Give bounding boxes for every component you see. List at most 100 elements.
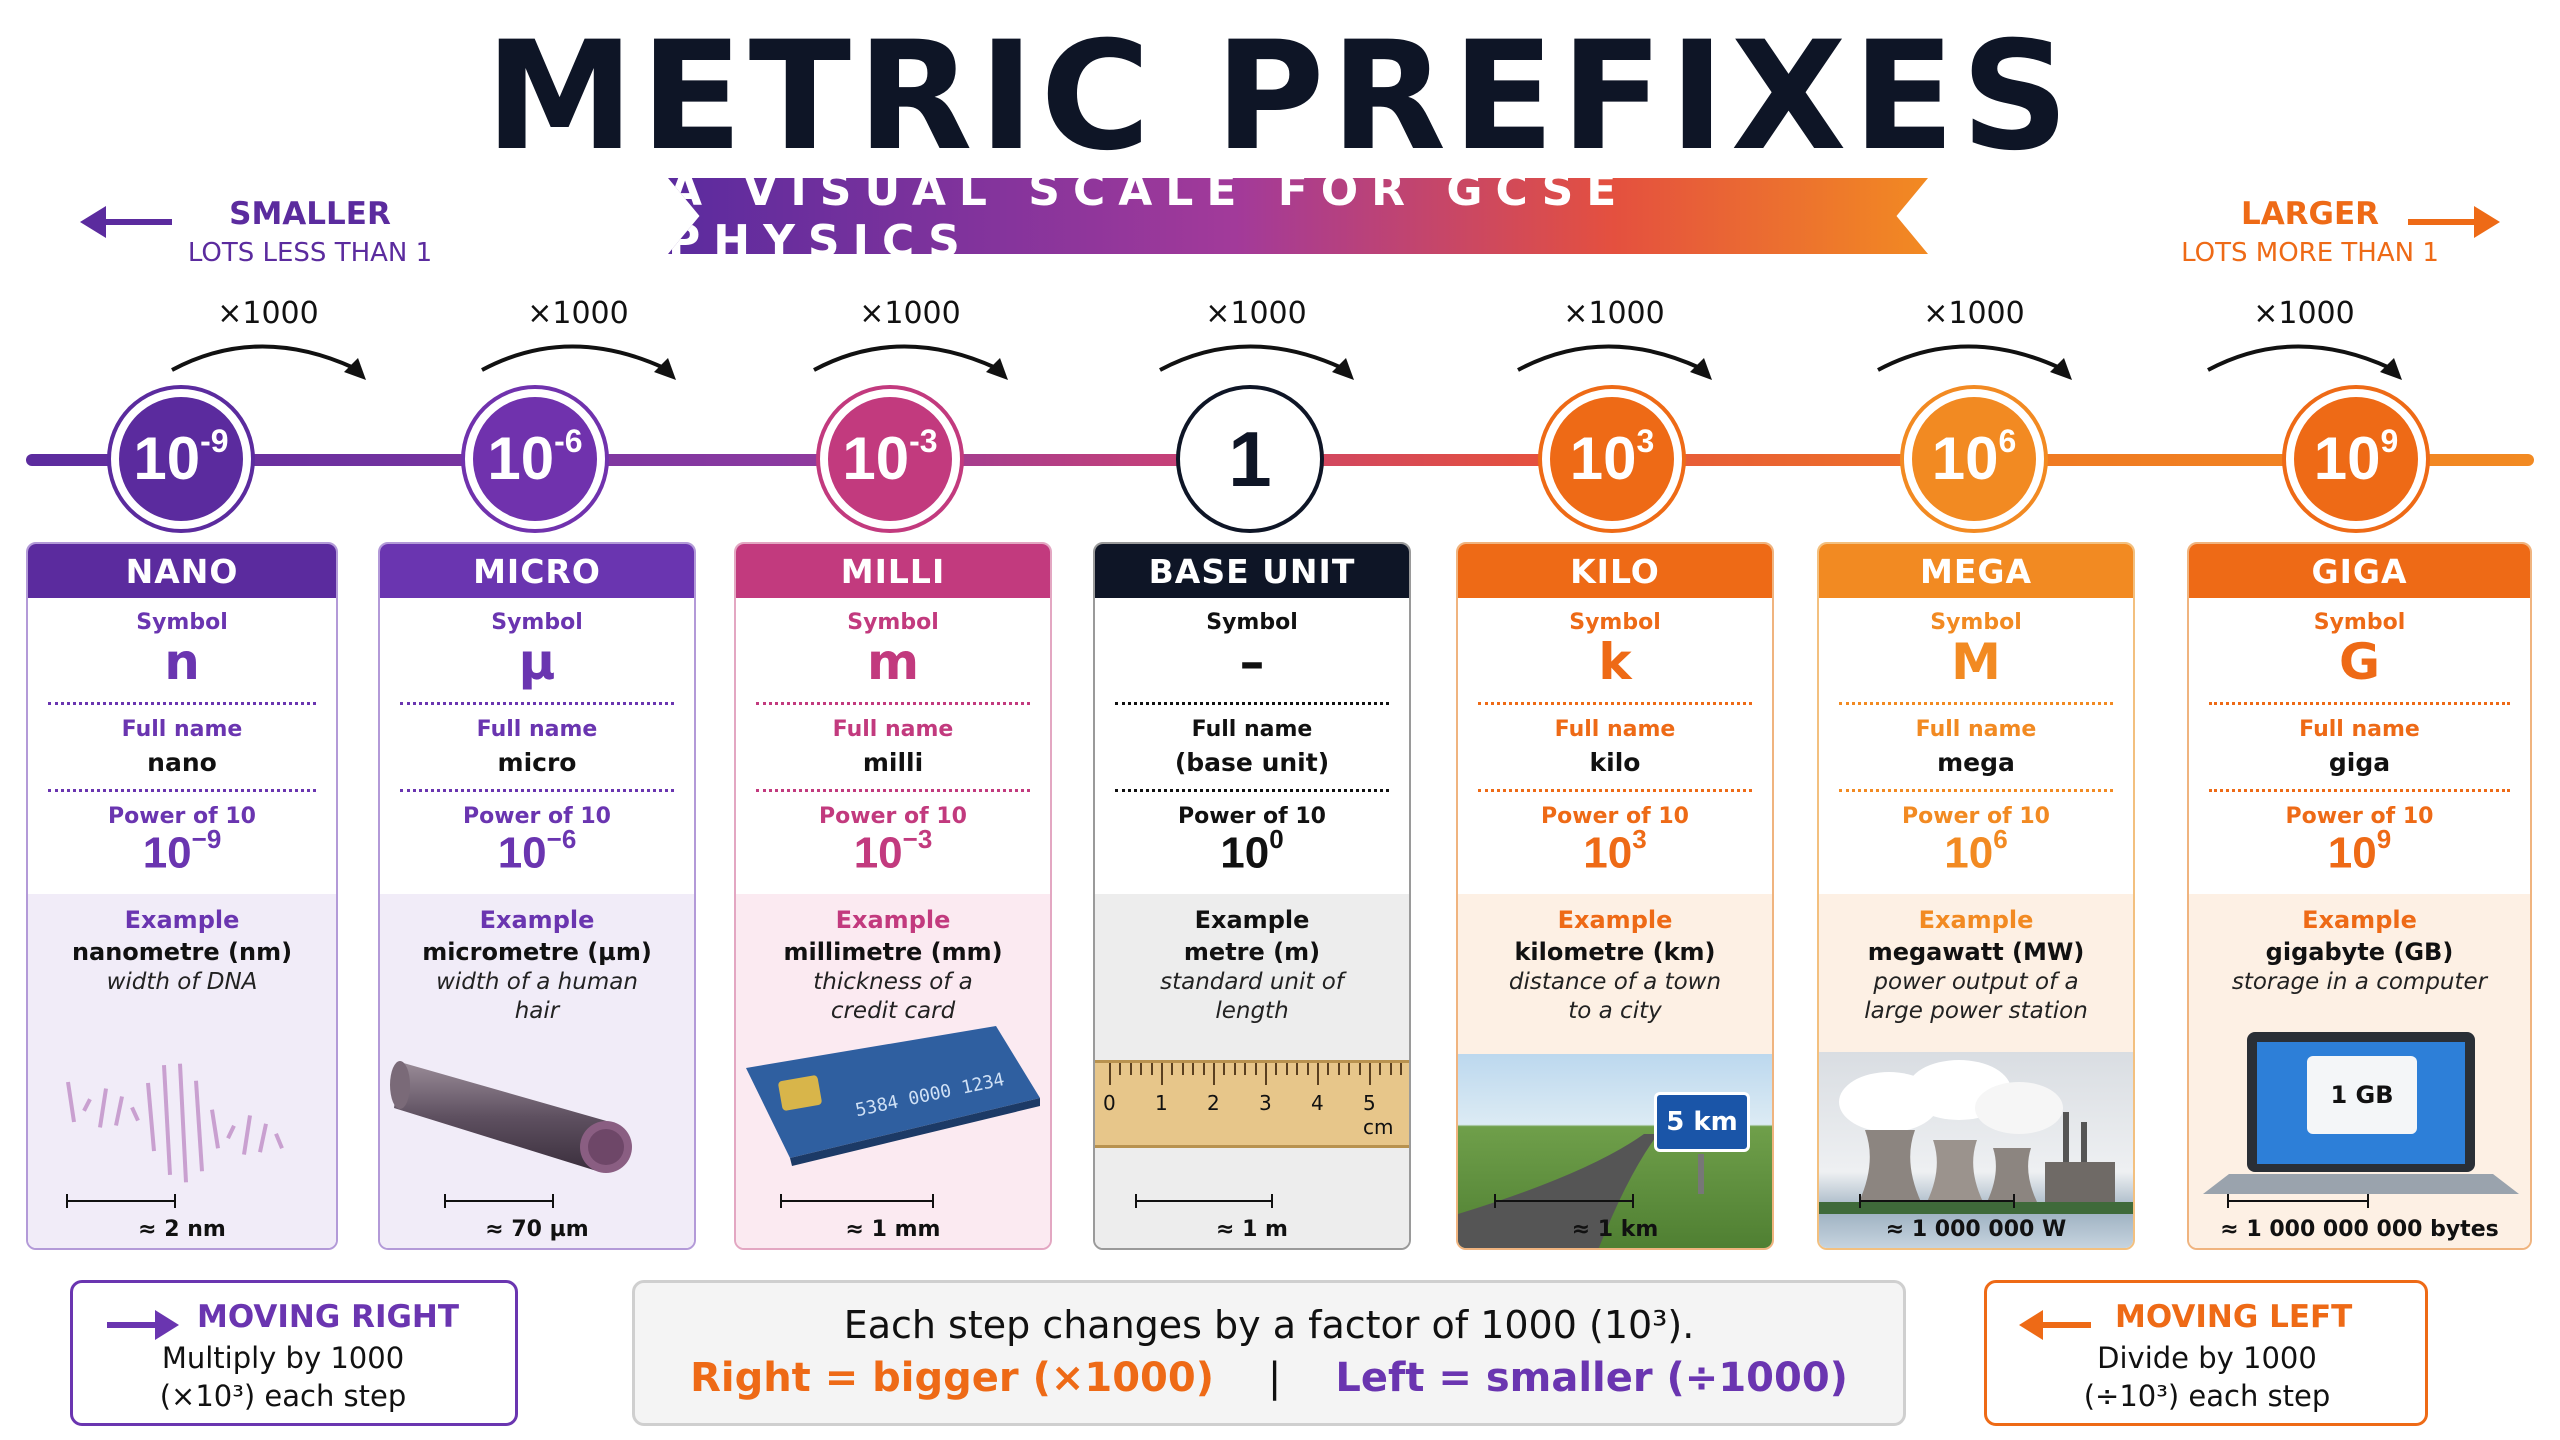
- ruler-tick: [1265, 1063, 1267, 1085]
- ruler-tick: [1254, 1063, 1257, 1075]
- example-panel: Example metre (m) standard unit of length 0…: [1095, 894, 1409, 1248]
- ruler-tick-label: 5 cm: [1363, 1091, 1394, 1139]
- power-value: 109: [2189, 825, 2530, 878]
- card-header: MICRO: [380, 544, 694, 598]
- power-label: Power of 10: [463, 804, 611, 829]
- node-exponent: 6: [1998, 423, 2017, 459]
- scale-node-giga: 109: [2286, 389, 2426, 529]
- example-name: gigabyte (GB): [2265, 938, 2454, 966]
- symbol-value: G: [2338, 633, 2381, 691]
- example-panel: Example nanometre (nm) width of DNA ≈ 2 nm: [28, 894, 336, 1248]
- example-picture: [1819, 1052, 2133, 1248]
- folder-label: 1 GB: [2330, 1081, 2394, 1109]
- smaller-sub: LOTS LESS THAN 1: [187, 238, 433, 268]
- power-base: 10: [1583, 828, 1633, 878]
- ruler-tick: [1317, 1063, 1319, 1085]
- prefix-card-giga: GIGA Symbol G Full name giga Power of 10 109 Ex…: [2187, 542, 2532, 1250]
- road-icon: [1458, 1134, 1658, 1248]
- ruler-tick-label: 1: [1155, 1091, 1168, 1115]
- example-panel: Example micrometre (µm) width of a human h…: [380, 894, 694, 1248]
- example-panel: Example millimetre (mm) thickness of a cre…: [736, 894, 1050, 1248]
- ruler-tick-label: 0: [1103, 1091, 1116, 1115]
- ruler-tick-label: 2: [1207, 1091, 1220, 1115]
- example-picture: [380, 1022, 694, 1196]
- node-exponent: 3: [1636, 423, 1655, 459]
- card-header: GIGA: [2189, 544, 2530, 598]
- divider: [1478, 789, 1752, 792]
- divider: [48, 789, 316, 792]
- larger-label: LARGER LOTS MORE THAN 1: [2150, 196, 2470, 268]
- example-label: Example: [1918, 906, 2034, 934]
- ruler-tick: [1337, 1063, 1340, 1075]
- subtitle-ribbon: A VISUAL SCALE FOR GCSE PHYSICS: [668, 178, 1928, 254]
- node-label: 106: [1932, 425, 2017, 489]
- road-scene: 5 km: [1458, 1054, 1772, 1248]
- full-name-value: mega: [1937, 748, 2015, 777]
- ruler-tick: [1161, 1063, 1163, 1085]
- scale-node-base-unit: 1: [1180, 389, 1320, 529]
- curved-arrow-icon: [1517, 344, 1712, 380]
- divider: [756, 702, 1030, 705]
- example-label: Example: [124, 906, 240, 934]
- example-name: metre (m): [1183, 938, 1321, 966]
- scale-bar: [2227, 1194, 2369, 1208]
- ruler-tick: [1369, 1063, 1371, 1085]
- example-label: Example: [1557, 906, 1673, 934]
- node-base: 10: [487, 425, 555, 492]
- summary-box: Each step changes by a factor of 1000 (1…: [632, 1280, 1906, 1426]
- smaller-label: SMALLER LOTS LESS THAN 1: [160, 196, 460, 268]
- symbol-value: µ: [518, 633, 556, 691]
- scale-node-micro: 10-6: [465, 389, 605, 529]
- example-name: megawatt (MW): [1867, 938, 2085, 966]
- power-label: Power of 10: [1902, 804, 2050, 829]
- scale-value: ≈ 1 mm: [845, 1217, 941, 1242]
- scale-node-mega: 106: [1904, 389, 2044, 529]
- summary-line1: Each step changes by a factor of 1000 (1…: [843, 1303, 1695, 1347]
- ruler-tick: [1233, 1063, 1236, 1075]
- divider: [400, 789, 674, 792]
- moving-right-box: MOVING RIGHT Multiply by 1000 (×10³) eac…: [70, 1280, 518, 1426]
- sign-post: [1698, 1154, 1704, 1194]
- divider: [756, 789, 1030, 792]
- example-name: micrometre (µm): [422, 938, 652, 966]
- arrow-left-icon: [2019, 1310, 2091, 1340]
- divider: [48, 702, 316, 705]
- full-name-value: micro: [497, 748, 577, 777]
- scale-bar: [444, 1194, 554, 1208]
- power-exponent: −6: [546, 824, 577, 854]
- moving-right-heading: MOVING RIGHT: [197, 1299, 460, 1335]
- example-description: storage in a computer: [2231, 969, 2488, 995]
- scale-node-milli: 10-3: [820, 389, 960, 529]
- power-value: 10−3: [736, 825, 1050, 878]
- curved-arrow-icon: [2207, 344, 2402, 380]
- example-label: Example: [1194, 906, 1310, 934]
- node-label: 109: [2314, 425, 2399, 489]
- multiply-step: ×1000: [1864, 296, 2084, 380]
- step-label: ×1000: [2253, 296, 2355, 331]
- node-base: 10: [2313, 425, 2381, 492]
- ruler-tick: [1202, 1063, 1205, 1075]
- full-name-value: nano: [147, 748, 217, 777]
- ruler-tick: [1348, 1063, 1351, 1075]
- full-name-label: Full name: [832, 717, 954, 742]
- scale-node-kilo: 103: [1542, 389, 1682, 529]
- scale-bar: [1494, 1194, 1634, 1208]
- divider: [1115, 702, 1389, 705]
- card-header: MEGA: [1819, 544, 2133, 598]
- moving-left-line2: (÷10³) each step: [2083, 1379, 2331, 1413]
- multiply-step: ×1000: [468, 296, 688, 380]
- ruler-tick: [1285, 1063, 1288, 1075]
- power-label: Power of 10: [1541, 804, 1689, 829]
- moving-right-line1: Multiply by 1000: [161, 1341, 405, 1375]
- divider: [400, 702, 674, 705]
- scale-bar: [66, 1194, 176, 1208]
- scale-value: ≈ 1 000 000 W: [1885, 1217, 2067, 1242]
- power-value: 10−9: [28, 825, 336, 878]
- arrow-left-icon: [80, 206, 172, 238]
- node-label: 10-9: [133, 425, 228, 489]
- ruler-tick: [1150, 1063, 1153, 1075]
- ruler-tick-label: 4: [1311, 1091, 1324, 1115]
- example-name: millimetre (mm): [783, 938, 1003, 966]
- power-base: 10: [853, 828, 903, 878]
- full-name-value: milli: [862, 748, 924, 777]
